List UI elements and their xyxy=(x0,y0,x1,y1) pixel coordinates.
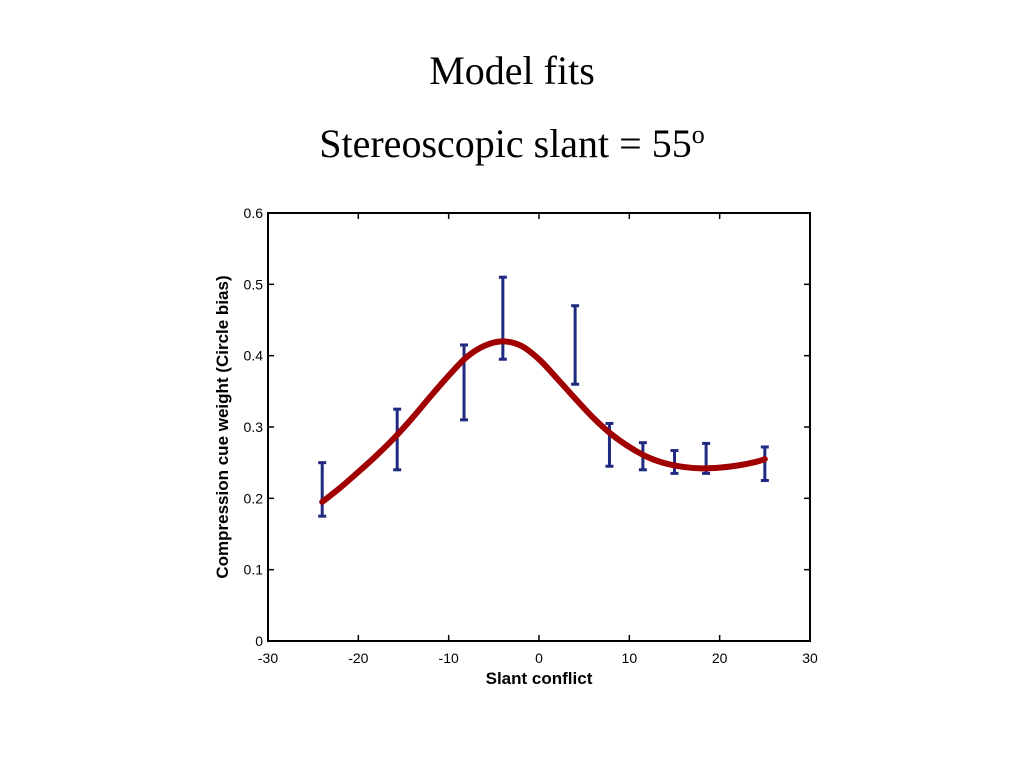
x-tick-label: -10 xyxy=(439,650,459,666)
title-line-2: Stereoscopic slant = 55o xyxy=(0,108,1024,171)
errorbars-group xyxy=(318,275,769,518)
model-fit-line xyxy=(319,338,768,505)
title-line-2-text: Stereoscopic slant = 55 xyxy=(319,121,692,166)
x-tick-label: 20 xyxy=(712,650,728,666)
x-tick-label: 0 xyxy=(535,650,543,666)
x-tick-label: 30 xyxy=(802,650,818,666)
x-tick-label: -30 xyxy=(258,650,278,666)
y-tick-label: 0.4 xyxy=(244,348,264,364)
y-tick-label: 0.5 xyxy=(244,276,264,292)
y-tick-label: 0.6 xyxy=(244,205,264,221)
fit-line-group xyxy=(319,338,768,505)
ticks-group: -30 -20 -10 0 10 20 30 0 0.1 0.2 0.3 0.4 0.5 0.6 xyxy=(244,205,818,666)
x-tick-label: 10 xyxy=(622,650,638,666)
x-axis-label: Slant conflict xyxy=(486,669,593,688)
plot-frame xyxy=(267,212,811,642)
degree-superscript: o xyxy=(691,120,705,149)
x-tick-label: -20 xyxy=(348,650,368,666)
y-tick-label: 0 xyxy=(255,633,263,649)
title-line-1: Model fits xyxy=(429,48,595,93)
y-axis-label: Compression cue weight (Circle bias) xyxy=(213,275,232,578)
y-tick-label: 0.2 xyxy=(244,490,264,506)
y-tick-label: 0.3 xyxy=(244,419,264,435)
slide-title: Model fits Stereoscopic slant = 55o xyxy=(0,44,1024,171)
y-tick-label: 0.1 xyxy=(244,562,264,578)
